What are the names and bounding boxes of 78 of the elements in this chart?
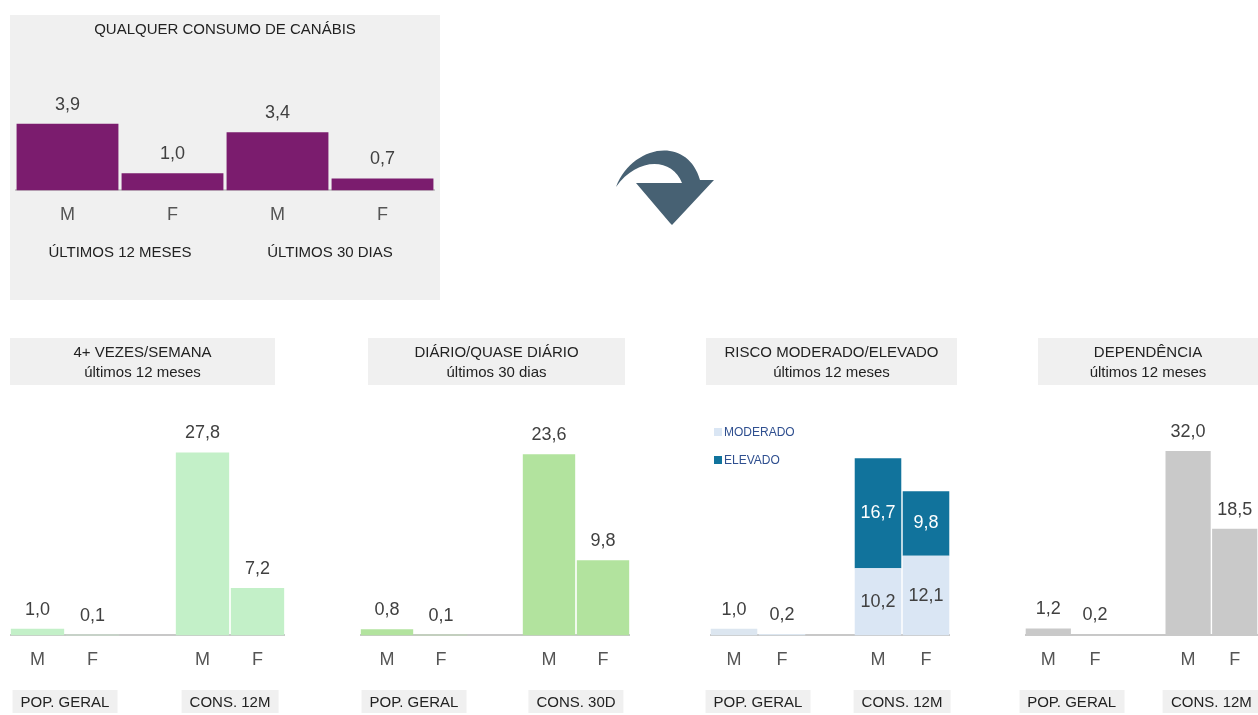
x-tick-label: M: [270, 204, 285, 225]
text: POP. GERAL: [361, 690, 467, 713]
text: CONS. 12M: [853, 690, 951, 713]
bar: [902, 491, 950, 556]
data-label: 0,7: [369, 148, 396, 169]
chart-title: QUALQUER CONSUMO DE CANÁBIS: [93, 19, 357, 39]
bar: [902, 555, 950, 636]
data-label: 0,1: [79, 604, 106, 625]
chart-title: DIÁRIO/QUASE DIÁRIO: [413, 342, 580, 362]
text: CONS. 12M: [181, 690, 279, 713]
data-label: 0,2: [769, 604, 795, 625]
data-label: 9,8: [590, 530, 616, 551]
data-label: 7,2: [244, 557, 271, 578]
x-tick-label: M: [30, 649, 45, 670]
data-label: 1,0: [721, 598, 747, 619]
x-tick-label: M: [870, 649, 886, 670]
chart-subtitle: últimos 12 meses: [83, 362, 202, 382]
data-label: 3,4: [264, 102, 291, 123]
data-label: 32,0: [1170, 421, 1206, 442]
bar: [360, 629, 414, 636]
x-tick-label: M: [726, 649, 742, 670]
data-label: 1,0: [24, 598, 51, 619]
bar: [576, 560, 630, 636]
text: CONS. 30D: [528, 690, 624, 713]
text: ÚLTIMOS 30 DIAS: [266, 242, 394, 262]
data-label: 12,1: [908, 584, 944, 605]
text: POP. GERAL: [1019, 690, 1125, 713]
chart-title: 4+ VEZES/SEMANA: [72, 342, 213, 362]
data-label: 18,5: [1217, 498, 1253, 519]
x-tick-label: M: [195, 649, 210, 670]
text: ÚLTIMOS 12 MESES: [47, 242, 193, 262]
x-tick-label: M: [541, 649, 557, 670]
text: CONS. 12M: [1162, 690, 1258, 713]
x-tick-label: M: [60, 204, 75, 225]
chart-title: DEPENDÊNCIA: [1092, 342, 1204, 362]
chart-title: RISCO MODERADO/ELEVADO: [723, 342, 940, 362]
legend-label: ELEVADO: [723, 453, 780, 467]
chart-subtitle: últimos 12 meses: [1088, 362, 1208, 382]
chart-subtitle: últimos 12 meses: [772, 362, 891, 382]
data-label: 27,8: [184, 422, 221, 443]
data-label: 1,2: [1035, 598, 1061, 619]
bar: [226, 132, 329, 191]
data-label: 0,8: [374, 599, 400, 620]
data-label: 0,2: [1082, 604, 1108, 625]
data-label: 16,7: [860, 502, 896, 523]
text: POP. GERAL: [12, 690, 118, 713]
x-tick-label: F: [167, 204, 178, 225]
chart-subtitle: últimos 30 dias: [445, 362, 548, 382]
x-tick-label: F: [1229, 649, 1241, 670]
bar: [710, 628, 758, 636]
bar: [175, 452, 230, 636]
x-tick-label: F: [435, 649, 447, 670]
data-label: 0,1: [428, 604, 454, 625]
x-tick-label: F: [1089, 649, 1101, 670]
x-tick-label: F: [87, 649, 98, 670]
bar: [854, 568, 902, 636]
x-tick-label: F: [377, 204, 388, 225]
bar: [854, 458, 902, 569]
x-tick-label: M: [1180, 649, 1196, 670]
data-label: 23,6: [531, 424, 567, 445]
bar: [10, 628, 65, 636]
legend-label: MODERADO: [723, 425, 795, 439]
x-tick-label: F: [252, 649, 263, 670]
bar: [230, 588, 285, 636]
bar: [331, 178, 434, 191]
bar: [121, 173, 224, 191]
text: POP. GERAL: [705, 690, 811, 713]
bar: [16, 123, 119, 191]
x-tick-label: M: [379, 649, 395, 670]
bar: [522, 454, 576, 636]
data-label: 3,9: [54, 93, 81, 114]
x-tick-label: F: [776, 649, 788, 670]
data-label: 1,0: [159, 143, 186, 164]
data-label: 10,2: [860, 590, 896, 611]
x-tick-label: F: [597, 649, 609, 670]
data-label: 9,8: [913, 512, 939, 533]
x-tick-label: F: [920, 649, 932, 670]
x-tick-label: M: [1040, 649, 1056, 670]
